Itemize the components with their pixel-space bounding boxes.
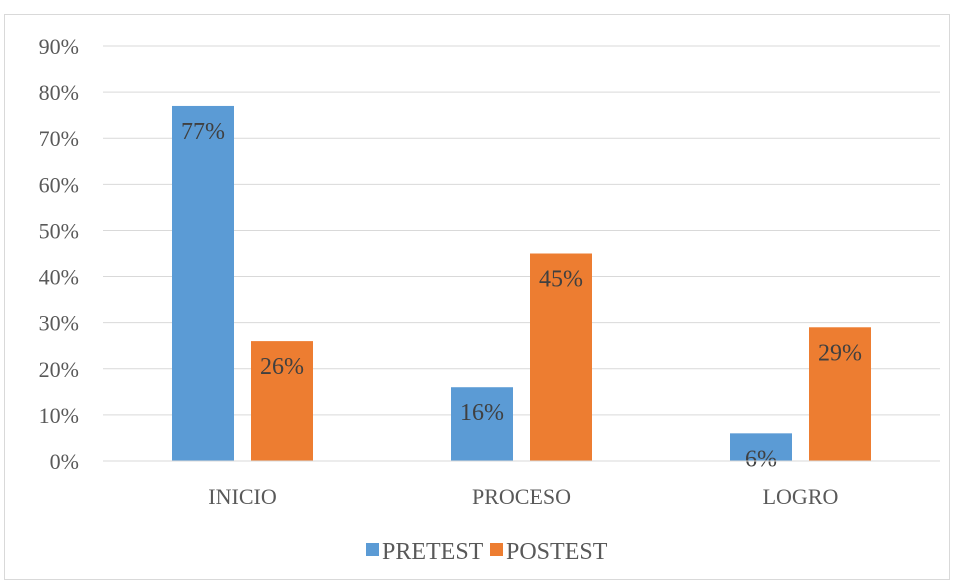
data-label: 16% xyxy=(460,400,504,426)
data-label: 77% xyxy=(181,119,225,145)
y-tick-label: 60% xyxy=(39,172,79,197)
x-axis: INICIO PROCESO LOGRO xyxy=(103,460,940,509)
data-labels: 77% 26% 16% 45% 6% 29% xyxy=(181,119,862,472)
bar-pretest-logro xyxy=(730,433,792,461)
y-tick-label: 30% xyxy=(39,311,79,336)
data-label: 6% xyxy=(745,446,777,472)
x-tick-label: LOGRO xyxy=(763,484,839,509)
y-tick-label: 0% xyxy=(50,449,79,474)
bar-postest-logro xyxy=(809,327,871,461)
chart-frame xyxy=(4,14,950,580)
x-tick-label: PROCESO xyxy=(472,484,571,509)
legend-swatch-pretest xyxy=(366,543,379,556)
data-label: 45% xyxy=(539,267,583,293)
y-tick-label: 10% xyxy=(39,403,79,428)
bars xyxy=(172,105,871,461)
bar-pretest-proceso xyxy=(451,387,513,461)
data-label: 26% xyxy=(260,354,304,380)
y-tick-label: 20% xyxy=(39,357,79,382)
y-tick-label: 50% xyxy=(39,218,79,243)
y-tick-label: 80% xyxy=(39,80,79,105)
y-tick-label: 90% xyxy=(39,34,79,59)
legend-label-postest: POSTEST xyxy=(506,539,608,565)
y-axis: 0% 10% 20% 30% 40% 50% 60% 70% 80% 90% xyxy=(39,34,79,474)
x-tick-label: INICIO xyxy=(208,484,276,509)
y-tick-label: 40% xyxy=(39,265,79,290)
bar-postest-inicio xyxy=(251,341,313,461)
data-label: 29% xyxy=(818,340,862,366)
legend: PRETEST POSTEST xyxy=(366,539,608,565)
y-tick-label: 70% xyxy=(39,126,79,151)
legend-label-pretest: PRETEST xyxy=(382,539,484,565)
bar-pretest-inicio xyxy=(172,105,234,461)
bar-postest-proceso xyxy=(530,253,592,461)
legend-swatch-postest xyxy=(490,543,503,556)
